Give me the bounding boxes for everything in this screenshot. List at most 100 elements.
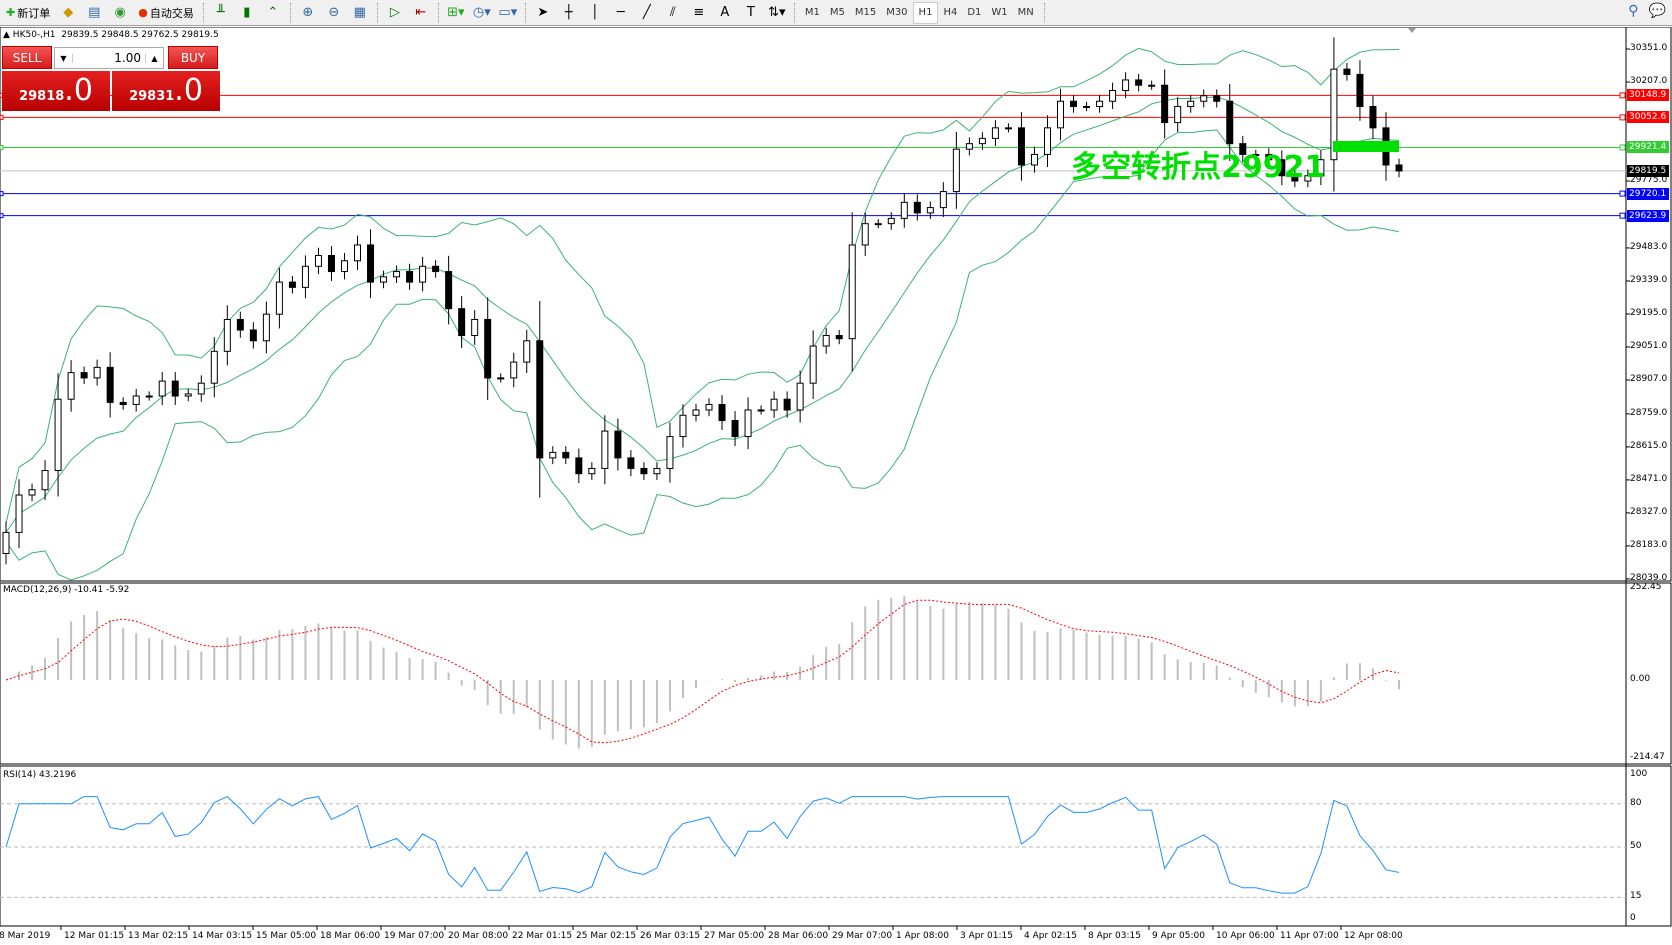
- timeframe-m30[interactable]: M30: [886, 7, 908, 18]
- rsi-line: [5, 796, 1400, 894]
- chart-window[interactable]: [0, 27, 1672, 945]
- text-label-icon[interactable]: T: [746, 5, 755, 20]
- level-handle: [1619, 114, 1626, 121]
- level-tag[interactable]: 29921.4: [1627, 141, 1669, 154]
- level-tag[interactable]: 29623.9: [1627, 209, 1669, 222]
- timeframe-m15[interactable]: M15: [854, 7, 877, 18]
- candle-bull: [1057, 100, 1065, 129]
- level-tag[interactable]: 30148.9: [1627, 89, 1669, 102]
- candle-bear: [432, 265, 440, 273]
- sell-button[interactable]: SELL: [2, 46, 52, 69]
- buy-button[interactable]: BUY: [168, 46, 218, 69]
- level-handle: [0, 114, 4, 120]
- level-tag[interactable]: 29819.5: [1627, 164, 1669, 177]
- candle-bear: [1265, 153, 1273, 161]
- bar-chart-icon[interactable]: ╨: [216, 5, 225, 20]
- indicators-icon[interactable]: ⊞▾: [447, 5, 465, 20]
- candle-bull: [393, 271, 401, 278]
- time-axis-label: 1 Apr 08:00: [896, 931, 949, 941]
- cursor-icon[interactable]: ➤: [537, 5, 549, 20]
- zoom-in-icon[interactable]: ⊕: [302, 5, 314, 20]
- level-tag[interactable]: 29720.1: [1627, 187, 1669, 200]
- auto-trading-button[interactable]: ● 自动交易: [138, 6, 194, 20]
- chart-shift-icon[interactable]: ⇤: [415, 5, 427, 20]
- templates-icon[interactable]: ▭▾: [498, 5, 518, 20]
- candle-bull: [54, 398, 62, 471]
- vertical-line-icon[interactable]: │: [590, 5, 599, 20]
- market-watch-icon[interactable]: ◆: [63, 5, 74, 20]
- horizontal-line-icon[interactable]: ─: [616, 5, 625, 20]
- candle-bull: [93, 366, 101, 379]
- ohlc-readout: 29839.5 29848.5 29762.5 29819.5: [61, 30, 219, 40]
- zoom-out-icon[interactable]: ⊖: [328, 5, 340, 20]
- time-axis-label: 15 Mar 05:00: [256, 931, 317, 941]
- annotation-text[interactable]: 多空转折点29921: [1071, 150, 1326, 185]
- candle-bear: [1369, 106, 1377, 129]
- candle-bull: [679, 414, 687, 438]
- bollinger-upper-band: [5, 47, 1400, 524]
- timeframe-h1[interactable]: H1: [912, 1, 939, 24]
- level-handle: [1619, 212, 1626, 219]
- symbol: HK50-,H1: [12, 30, 56, 40]
- arrows-icon[interactable]: ⇅▾: [768, 5, 786, 20]
- timeframe-m5[interactable]: M5: [829, 7, 845, 18]
- crosshair-icon[interactable]: ┼: [564, 5, 573, 20]
- candle-bear: [614, 430, 622, 459]
- chat-icon[interactable]: 💬: [1648, 3, 1666, 19]
- level-handle: [1619, 190, 1626, 197]
- trendline-icon[interactable]: ╱: [642, 5, 651, 20]
- fibonacci-icon[interactable]: ≡: [693, 5, 705, 20]
- price-axis-label: 28907.0: [1630, 373, 1668, 384]
- level-tag[interactable]: 30052.6: [1627, 111, 1669, 124]
- candle-bull: [340, 260, 348, 273]
- equidistant-channel-icon[interactable]: ⫽: [669, 5, 676, 20]
- time-axis-label: 20 Mar 08:00: [448, 931, 509, 941]
- time-axis-label: 8 Mar 2019: [0, 931, 51, 941]
- tile-windows-icon[interactable]: ▦: [353, 5, 366, 20]
- lot-value[interactable]: 1.00: [114, 51, 141, 65]
- candle-bull: [1187, 100, 1195, 108]
- candle-bull: [770, 398, 778, 411]
- time-axis-label: 27 Mar 05:00: [704, 931, 765, 941]
- timeframe-mn[interactable]: MN: [1017, 7, 1034, 18]
- candlestick-icon[interactable]: ▮: [243, 5, 251, 20]
- candle-bull: [419, 265, 427, 283]
- candle-bull: [692, 409, 700, 416]
- candle-bear: [171, 380, 179, 397]
- line-chart-icon[interactable]: ⌃: [267, 5, 279, 20]
- candle-bull: [67, 372, 75, 400]
- candle-bull: [991, 127, 999, 139]
- one-click-trading-panel: SELL ▼ 1.00 ▲ BUY 29818.0 29831.0: [2, 46, 220, 111]
- price-axis-label: 29483.0: [1630, 241, 1668, 252]
- candle-bear: [1343, 68, 1351, 75]
- timeframe-d1[interactable]: D1: [967, 7, 982, 18]
- candle-bear: [1017, 127, 1025, 166]
- chart-canvas[interactable]: [0, 27, 1672, 945]
- new-order-button[interactable]: ✚ 新订单: [6, 6, 51, 20]
- lot-input[interactable]: ▼ 1.00 ▲: [54, 47, 164, 69]
- candle-bear: [913, 201, 921, 214]
- candle-bull: [705, 403, 713, 411]
- navigator-icon[interactable]: ▤: [88, 5, 101, 20]
- text-icon[interactable]: A: [720, 5, 730, 20]
- lot-increase-button[interactable]: ▲: [145, 53, 163, 63]
- timeframe-w1[interactable]: W1: [991, 7, 1008, 18]
- price-axis-label: 28039.0: [1630, 572, 1668, 583]
- candle-bull: [1043, 127, 1051, 155]
- candle-bear: [536, 340, 544, 459]
- search-icon[interactable]: ⚲: [1628, 3, 1639, 19]
- candle-bear: [367, 244, 375, 283]
- candle-bull: [601, 430, 609, 469]
- signals-icon[interactable]: ◉: [114, 5, 126, 20]
- periods-icon[interactable]: ◷▾: [472, 5, 491, 20]
- buy-price[interactable]: 29831.0: [112, 71, 220, 111]
- timeframe-m1[interactable]: M1: [804, 7, 820, 18]
- price-axis-label: 30207.0: [1630, 76, 1668, 86]
- toolbar-right: ⚲ 💬: [1628, 3, 1666, 19]
- timeframe-h4[interactable]: H4: [943, 7, 958, 18]
- lot-decrease-button[interactable]: ▼: [55, 53, 73, 63]
- macd-panel-border: [0, 582, 1672, 765]
- sell-price[interactable]: 29818.0: [2, 71, 110, 111]
- autoscroll-icon[interactable]: ▷: [389, 5, 400, 20]
- candle-bull: [1122, 79, 1130, 91]
